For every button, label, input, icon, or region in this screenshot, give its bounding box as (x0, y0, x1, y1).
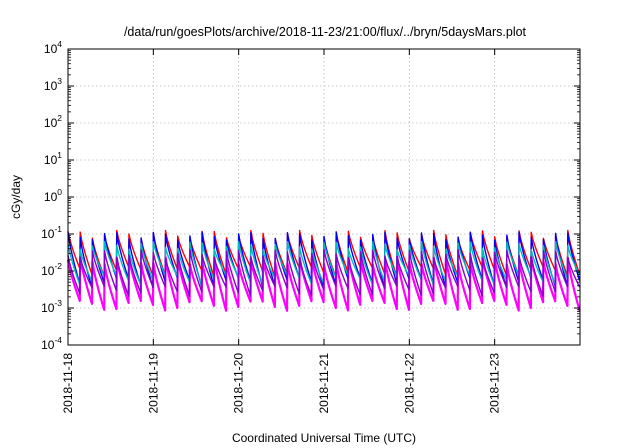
y-tick-label: 100 (44, 187, 62, 204)
y-tick-label: 10-3 (41, 298, 62, 315)
y-tick-label: 104 (44, 39, 62, 56)
y-axis: 10-4 10-3 10-2 10-1 100 101 102 103 104 (41, 39, 580, 352)
x-tick-label: 2018-11-20 (232, 353, 246, 414)
y-axis-label: cGy/day (9, 175, 23, 219)
series-layer (66, 229, 581, 312)
y-tick-label: 103 (44, 76, 62, 93)
y-tick-label: 10-1 (41, 224, 62, 241)
x-tick-label: 2018-11-18 (61, 353, 75, 414)
y-tick-label: 102 (44, 113, 62, 130)
x-axis: 2018-11-18 2018-11-19 2018-11-20 2018-11-21… (61, 49, 502, 414)
chart-title: /data/run/goesPlots/archive/2018-11-23/2… (124, 25, 527, 39)
y-tick-label: 101 (44, 150, 62, 167)
y-tick-label: 10-2 (41, 261, 62, 278)
y-tick-label: 10-4 (41, 335, 62, 352)
series-line (67, 249, 581, 297)
x-tick-label: 2018-11-19 (146, 353, 160, 414)
x-axis-label: Coordinated Universal Time (UTC) (232, 431, 416, 445)
x-tick-label: 2018-11-22 (402, 353, 416, 414)
x-tick-label: 2018-11-23 (488, 353, 502, 414)
x-tick-label: 2018-11-21 (317, 353, 331, 414)
